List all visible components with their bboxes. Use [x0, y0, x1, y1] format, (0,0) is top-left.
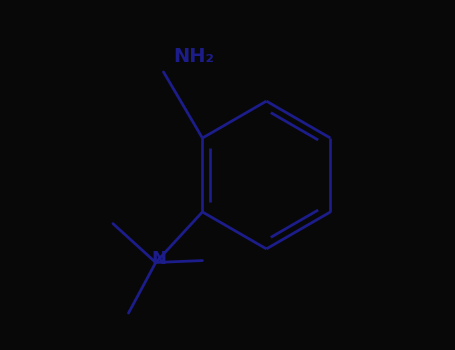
Text: N: N [152, 250, 167, 268]
Text: NH₂: NH₂ [173, 47, 214, 66]
